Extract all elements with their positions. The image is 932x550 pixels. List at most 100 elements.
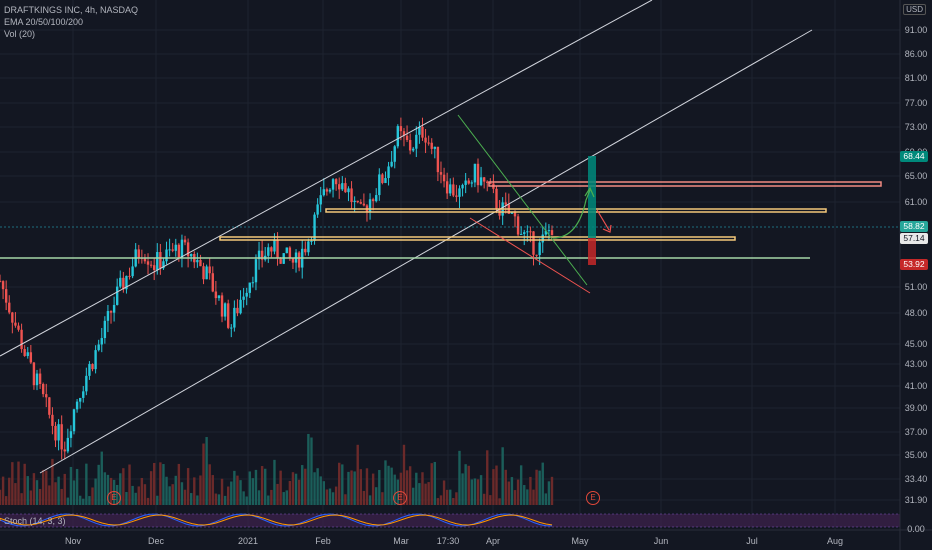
target-price-badge: 68.44: [900, 151, 928, 162]
resistance-zone-mid: [325, 208, 827, 213]
candle-body: [109, 311, 113, 313]
volume-indicator-label[interactable]: Vol (20): [4, 29, 36, 39]
volume-bar: [547, 481, 551, 505]
candle-body: [310, 240, 313, 242]
volume-bar: [177, 463, 181, 505]
candle-body: [128, 275, 131, 277]
volume-bar: [134, 492, 137, 505]
candle-body: [152, 265, 156, 270]
volume-bar: [174, 475, 177, 505]
volume-bar: [334, 486, 338, 505]
volume-bar: [513, 490, 517, 505]
volume-bar: [390, 467, 393, 505]
volume-bar: [322, 481, 325, 505]
candle-body: [479, 177, 483, 186]
volume-bar: [214, 493, 218, 505]
volume-bar: [470, 479, 474, 505]
candle-body: [174, 244, 177, 251]
volume-bar: [26, 476, 29, 505]
candle-body: [341, 183, 344, 190]
candle-body: [279, 258, 282, 264]
volume-bar: [137, 486, 140, 505]
currency-label[interactable]: USD: [903, 4, 926, 15]
volume-bar: [35, 480, 39, 505]
volume-bar: [328, 488, 332, 505]
wedge-red-line: [469, 217, 591, 294]
volume-bar: [439, 495, 443, 505]
candle-body: [486, 181, 489, 183]
candle-body: [91, 364, 94, 370]
candle-body: [248, 282, 251, 293]
earnings-marker-1[interactable]: E: [107, 491, 121, 505]
time-axis-label: Dec: [147, 536, 165, 546]
volume-bar: [220, 478, 224, 505]
earnings-marker-2[interactable]: E: [393, 491, 407, 505]
candle-body: [526, 231, 529, 233]
volume-bar: [294, 473, 298, 505]
candle-body: [529, 231, 532, 233]
volume-bar: [189, 493, 193, 505]
candle-body: [14, 322, 17, 326]
stoch-indicator-label[interactable]: Stoch (14, 3, 3): [4, 516, 66, 526]
candle-body: [412, 148, 415, 151]
volume-bar: [276, 483, 279, 505]
volume-bar: [245, 496, 248, 505]
volume-bar: [149, 471, 153, 505]
volume-bar: [550, 476, 554, 505]
candle-body: [143, 258, 147, 262]
candle-body: [112, 304, 116, 313]
volume-bar: [365, 468, 369, 505]
candle-body: [436, 146, 440, 173]
volume-bar: [248, 471, 251, 505]
time-axis-label: Jul: [746, 536, 758, 546]
candle-body: [162, 261, 165, 269]
candle-body: [510, 212, 514, 214]
candle-body: [208, 266, 211, 274]
volume-bar: [199, 475, 202, 505]
volume-bar: [193, 477, 196, 505]
candle-body: [304, 248, 307, 253]
volume-bar: [140, 477, 144, 505]
stop-zone: [588, 238, 596, 265]
channel-upper-line: [0, 0, 653, 357]
volume-bar: [464, 464, 467, 505]
volume-bar: [128, 464, 131, 505]
volume-bar: [445, 489, 449, 505]
time-axis-label: Mar: [393, 536, 409, 546]
volume-bar: [260, 466, 264, 505]
volume-bar: [291, 472, 295, 505]
volume-bar: [48, 485, 51, 505]
volume-bar: [82, 498, 85, 505]
projection-green-path: [552, 189, 591, 239]
price-axis-label: 39.00: [904, 403, 928, 413]
candle-body: [359, 202, 363, 204]
candle-body: [199, 259, 202, 267]
candle-body: [344, 183, 347, 193]
volume-bar: [402, 444, 406, 505]
candle-body: [378, 174, 381, 196]
volume-bar: [88, 496, 91, 505]
candle-body: [196, 259, 199, 263]
candle-body: [415, 134, 418, 149]
volume-bar: [69, 466, 73, 505]
candle-body: [165, 249, 168, 262]
candle-body: [405, 135, 409, 140]
candle-body: [476, 163, 480, 186]
ema-indicator-label[interactable]: EMA 20/50/100/200: [4, 17, 84, 27]
volume-bar: [106, 474, 110, 505]
volume-bar: [405, 470, 409, 505]
price-axis-label: 41.00: [904, 381, 928, 391]
target-zone: [588, 156, 596, 238]
price-axis-label: 48.00: [904, 308, 928, 318]
candle-body: [442, 174, 446, 182]
candle-body: [375, 195, 378, 202]
volume-bar: [270, 489, 273, 505]
candle-body: [97, 344, 100, 351]
earnings-marker-3[interactable]: E: [586, 491, 600, 505]
volume-bar: [143, 484, 147, 505]
candle-body: [322, 189, 325, 196]
candle-body: [41, 384, 45, 395]
volume-bar: [371, 473, 375, 505]
volume-bar: [4, 496, 8, 505]
